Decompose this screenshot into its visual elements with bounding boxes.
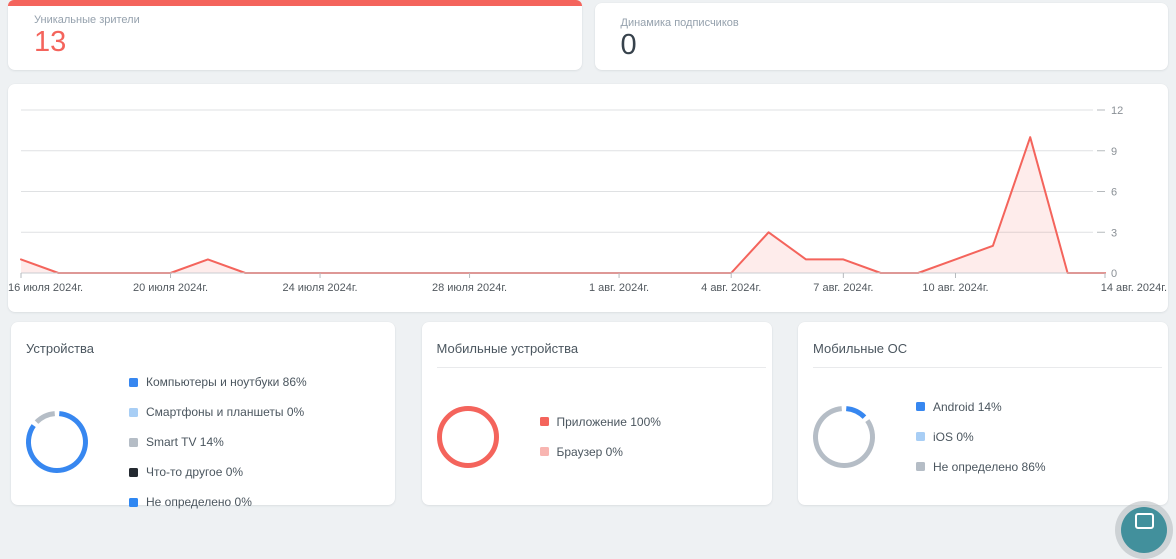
mobile-devices-card: Мобильные устройства Приложение 100% Брауз… (421, 322, 772, 505)
series-unique-viewers (20, 136, 1106, 274)
x-tick-label: 16 июля 2024г. (8, 282, 83, 294)
analytics-dashboard: { "colors": { "page_bg": "#eef1f3", "car… (8, 0, 1173, 559)
legend-swatch (129, 467, 138, 477)
divider (813, 367, 1162, 368)
legend-item: Приложение 100% (539, 407, 661, 437)
devices-card: Устройства Компьютеры и ноутбуки 86% Смарт… (11, 322, 395, 509)
legend-label: Компьютеры и ноутбуки 86% (146, 375, 307, 389)
legend-swatch (129, 437, 138, 447)
legend-swatch (916, 432, 925, 441)
legend-item: Смартфоны и планшеты 0% (129, 397, 307, 427)
y-tick-label: 9 (1111, 146, 1117, 158)
legend-item: Что-то другое 0% (129, 457, 307, 487)
subscriber-dynamics-value: 0 (620, 29, 637, 61)
chat-widget-button[interactable] (1115, 501, 1173, 559)
legend-item: Smart TV 14% (129, 427, 307, 457)
legend-label: iOS 0% (933, 429, 974, 444)
divider (436, 367, 766, 368)
chat-icon (1134, 513, 1154, 529)
mobile-os-card: Мобильные ОС Android 14% iOS 0% Не определе… (798, 322, 1168, 505)
mobile-devices-card-content: Приложение 100% Браузер 0% (422, 368, 772, 505)
y-tick-label: 6 (1111, 187, 1117, 199)
mobile-os-card-content: Android 14% iOS 0% Не определено 86% (798, 368, 1168, 505)
x-tick-label: 4 авг. 2024г. (701, 282, 761, 294)
legend-swatch (129, 377, 138, 387)
x-tick-label: 20 июля 2024г. (133, 282, 208, 294)
legend-swatch (129, 407, 138, 417)
mobile-os-card-title: Мобильные ОС (813, 341, 908, 356)
x-axis: 16 июля 2024г. 20 июля 2024г. 24 июля 2024… (8, 272, 1167, 294)
x-tick-label: 1 авг. 2024г. (589, 282, 649, 294)
x-tick-label: 28 июля 2024г. (432, 282, 507, 294)
legend-label: Приложение 100% (556, 414, 661, 429)
x-tick-label: 24 июля 2024г. (282, 282, 357, 294)
devices-card-legend: Компьютеры и ноутбуки 86% Смартфоны и пла… (129, 367, 307, 517)
legend-label: Смартфоны и планшеты 0% (146, 405, 305, 419)
x-tick-label: 10 авг. 2024г. (922, 282, 988, 294)
legend-swatch (916, 462, 925, 471)
subscriber-dynamics-label: Динамика подписчиков (620, 17, 739, 29)
legend-item: Не определено 0% (129, 487, 307, 517)
mobile-devices-card-donut-chart (436, 405, 499, 468)
unique-viewers-value: 13 (34, 26, 67, 58)
legend-swatch (539, 417, 549, 426)
legend-label: Android 14% (933, 399, 1002, 414)
x-tick-label: 14 авг. 2024г. (1101, 282, 1167, 294)
viewers-chart-card: 0 3 6 9 12 16 июля 2024г. 20 июля 2024г. 24 июл… (8, 84, 1168, 312)
legend-item: Компьютеры и ноутбуки 86% (129, 367, 307, 397)
legend-item: iOS 0% (916, 422, 1046, 452)
legend-label: Что-то другое 0% (146, 465, 244, 479)
legend-item: Android 14% (916, 392, 1046, 422)
legend-item: Не определено 86% (916, 452, 1046, 482)
tab-unique-viewers[interactable]: Уникальные зрители 13 (8, 0, 582, 70)
legend-item: Браузер 0% (539, 437, 661, 467)
legend-swatch (539, 447, 549, 456)
legend-swatch (129, 497, 138, 507)
chat-widget-circle (1121, 507, 1167, 553)
active-tab-indicator (8, 0, 582, 6)
unique-viewers-label: Уникальные зрители (34, 14, 140, 26)
y-axis-labels: 0 3 6 9 12 (1111, 105, 1123, 280)
legend-label: Браузер 0% (556, 444, 623, 459)
mobile-os-card-donut-chart (813, 405, 875, 468)
breakdown-row: Устройства Компьютеры и ноутбуки 86% Смарт… (11, 322, 1168, 509)
mobile-os-card-legend: Android 14% iOS 0% Не определено 86% (916, 392, 1046, 482)
mobile-devices-card-legend: Приложение 100% Браузер 0% (539, 407, 661, 467)
y-tick-label: 3 (1111, 227, 1117, 239)
legend-swatch (916, 402, 925, 411)
stat-tabs-row: Уникальные зрители 13 Динамика подписчик… (8, 0, 1168, 70)
devices-card-content: Компьютеры и ноутбуки 86% Смартфоны и пла… (11, 367, 395, 517)
x-tick-label: 7 авг. 2024г. (813, 282, 873, 294)
tab-subscriber-dynamics[interactable]: Динамика подписчиков 0 (594, 3, 1168, 70)
y-tick-label: 0 (1111, 268, 1117, 280)
viewers-area-chart: 0 3 6 9 12 16 июля 2024г. 20 июля 2024г. 24 июл… (8, 105, 1167, 294)
legend-label: Не определено 86% (933, 459, 1046, 474)
y-tick-label: 12 (1111, 105, 1123, 117)
mobile-devices-card-title: Мобильные устройства (436, 341, 579, 356)
legend-label: Smart TV 14% (146, 435, 224, 449)
devices-card-title: Устройства (26, 341, 95, 356)
legend-label: Не определено 0% (146, 495, 252, 509)
devices-card-donut-chart (26, 411, 88, 473)
y-gridlines (21, 109, 1105, 274)
